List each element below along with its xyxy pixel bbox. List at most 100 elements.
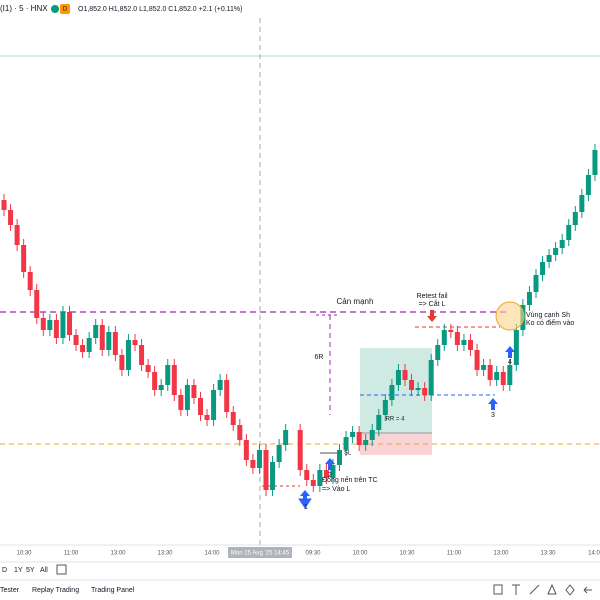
- annotation: 6R: [315, 354, 324, 361]
- candle: [409, 380, 415, 390]
- candle: [304, 470, 310, 480]
- candle: [585, 175, 591, 195]
- tool[interactable]: [529, 584, 540, 595]
- candle: [343, 437, 349, 450]
- panel-tab[interactable]: Replay Trading: [32, 587, 79, 594]
- candle: [132, 340, 138, 345]
- marker: 1: [304, 504, 308, 511]
- time-label: 10:30: [399, 551, 415, 557]
- candle: [592, 150, 598, 175]
- profit-zone: [360, 348, 432, 433]
- candle: [165, 365, 171, 385]
- candle: [441, 330, 447, 345]
- candle: [553, 248, 559, 255]
- candle: [402, 370, 408, 380]
- annotation: Cản mạnh: [337, 297, 374, 306]
- panel-tab[interactable]: Tester: [0, 587, 20, 594]
- candle: [158, 385, 164, 390]
- candle: [237, 425, 243, 440]
- tool[interactable]: [547, 583, 557, 595]
- candle: [243, 440, 249, 460]
- arrow-2: [325, 458, 335, 470]
- candle: [540, 262, 546, 275]
- range-button[interactable]: D: [2, 567, 7, 574]
- calendar-icon[interactable]: [56, 564, 67, 575]
- candle: [270, 462, 276, 490]
- candle: [256, 450, 262, 468]
- candle: [579, 195, 585, 212]
- candle: [559, 240, 565, 248]
- candle: [230, 412, 236, 425]
- candle: [310, 480, 316, 486]
- zone-highlight: [495, 301, 525, 331]
- candle: [317, 470, 323, 486]
- symbol[interactable]: (I1) · 5 · HNX: [0, 4, 48, 13]
- panel-tab[interactable]: Trading Panel: [91, 587, 135, 594]
- candle: [546, 255, 552, 262]
- annotation: Đóng nến trên TC: [322, 475, 378, 484]
- candle: [283, 430, 289, 445]
- range-bar: D 1Y 5Y All: [2, 567, 48, 574]
- time-label: 13:30: [157, 551, 173, 557]
- candle: [47, 320, 53, 330]
- candle: [500, 372, 506, 385]
- candle: [330, 465, 336, 478]
- candle: [276, 445, 282, 462]
- annotation: Vùng cạnh Sh: [526, 312, 570, 319]
- header: [0, 0, 600, 18]
- candle: [198, 398, 203, 415]
- tool[interactable]: [583, 586, 592, 594]
- marker: 3: [491, 412, 495, 419]
- candle: [376, 415, 382, 430]
- time-label: 11:00: [64, 551, 79, 557]
- candle: [415, 388, 421, 390]
- candle: [323, 470, 329, 478]
- candle: [191, 385, 197, 398]
- annotation: Retest fail: [416, 293, 448, 300]
- annotation: RR = 4: [386, 417, 406, 423]
- candle: [204, 415, 210, 420]
- candle: [171, 365, 177, 395]
- time-label: 09:30: [305, 551, 321, 557]
- candle: [474, 350, 480, 370]
- arrow-down: [427, 310, 437, 322]
- candle: [494, 372, 500, 380]
- candle: [513, 330, 519, 365]
- candle: [422, 388, 428, 395]
- candle: [487, 365, 493, 380]
- candle: [119, 355, 125, 370]
- candle: [73, 335, 79, 345]
- marker: 2: [328, 472, 332, 479]
- arrow-4: [505, 346, 515, 358]
- candle: [217, 380, 223, 390]
- range-button[interactable]: All: [40, 567, 48, 574]
- tool[interactable]: [512, 584, 520, 595]
- candle: [350, 432, 356, 437]
- candle: [526, 292, 532, 305]
- candle: [297, 430, 303, 470]
- candle: [178, 395, 184, 410]
- candle: [145, 365, 151, 372]
- drawing-tools: [493, 583, 592, 596]
- range-button[interactable]: 5Y: [26, 567, 35, 574]
- tab-bar: Tester Replay Trading Trading Panel: [0, 587, 135, 594]
- time-label: 11:00: [447, 551, 462, 557]
- time-label: 13:00: [493, 551, 509, 557]
- annotation: SL: [344, 451, 352, 457]
- candle: [21, 245, 27, 272]
- range-button[interactable]: 1Y: [14, 567, 23, 574]
- candle: [211, 390, 217, 420]
- candle: [86, 338, 92, 352]
- crosshair-label: [228, 547, 292, 558]
- tool[interactable]: [565, 584, 575, 596]
- candle: [34, 290, 40, 318]
- candle: [572, 212, 578, 225]
- candle: [8, 210, 14, 225]
- candle: [184, 385, 190, 410]
- candle: [356, 432, 362, 445]
- candle: [60, 312, 66, 338]
- tool[interactable]: [493, 584, 503, 595]
- candle: [337, 450, 342, 465]
